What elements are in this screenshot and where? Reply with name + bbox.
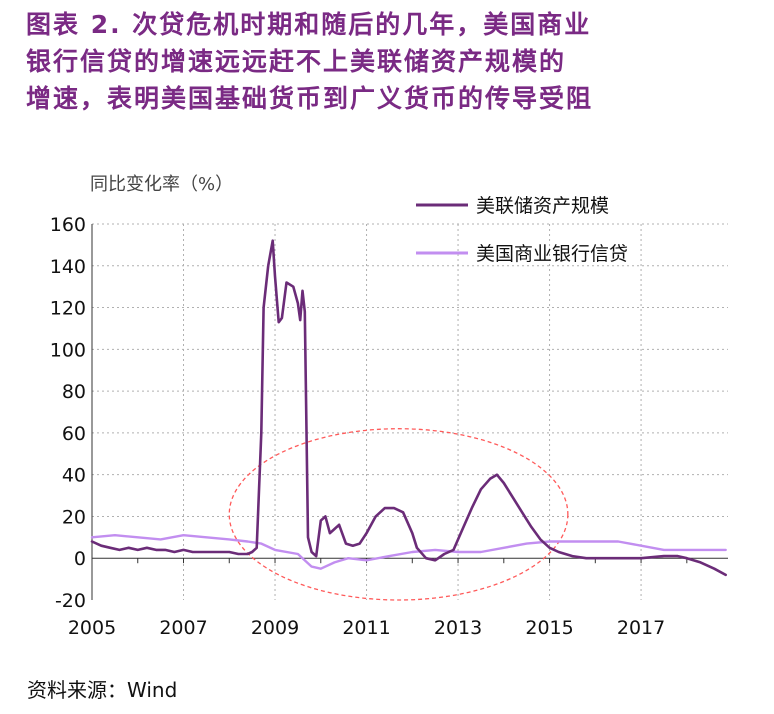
x-tick-label: 2015 [525, 617, 573, 639]
y-tick-label: 60 [62, 423, 86, 445]
series-line-bank-credit [90, 534, 727, 570]
y-tick-label: 80 [62, 381, 86, 403]
source-note: 资料来源：Wind [27, 678, 178, 702]
highlight-ellipse [228, 428, 569, 601]
x-tick-label: 2005 [68, 617, 116, 639]
y-tick-label: 140 [50, 256, 86, 278]
figure-title-line-3: 增速，表明美国基础货币到广义货币的传导受阻 [26, 84, 594, 113]
y-tick-labels: -20 0 20 40 60 80 100 120 140 160 [50, 214, 86, 612]
grid-lines [91, 223, 728, 600]
x-tick-labels: 2005 2007 2009 2011 2013 2015 2017 [68, 617, 665, 639]
x-tick-label: 2011 [342, 617, 390, 639]
y-tick-label: 20 [62, 506, 86, 528]
y-tick-label: 0 [74, 548, 86, 570]
legend-label: 美联储资产规模 [476, 195, 609, 217]
x-tick-label: 2009 [251, 617, 299, 639]
y-tick-label: -20 [55, 590, 86, 612]
x-tick-label: 2017 [617, 617, 665, 639]
figure-title-line-1: 图表 2. 次贷危机时期和随后的几年，美国商业 [26, 10, 592, 39]
chart-container: 同比变化率（%） -20 0 20 40 60 80 100 120 140 160 2005 20… [0, 160, 774, 660]
y-tick-label: 100 [50, 339, 86, 361]
y-axis-label: 同比变化率（%） [90, 174, 233, 195]
x-tick-label: 2013 [434, 617, 482, 639]
y-tick-label: 120 [50, 298, 86, 320]
series-layer [90, 239, 727, 577]
figure-title-line-2: 银行信贷的增速远远赶不上美联储资产规模的 [26, 47, 567, 76]
y-tick-label: 160 [50, 214, 86, 236]
figure-title: 图表 2. 次贷危机时期和随后的几年，美国商业 银行信贷的增速远远赶不上美联储资… [26, 6, 756, 117]
series-line-fed-assets [90, 239, 727, 577]
x-tick-label: 2007 [159, 617, 207, 639]
legend-label: 美国商业银行信贷 [476, 243, 628, 265]
y-tick-label: 40 [62, 465, 86, 487]
annotation-layer [228, 428, 569, 601]
